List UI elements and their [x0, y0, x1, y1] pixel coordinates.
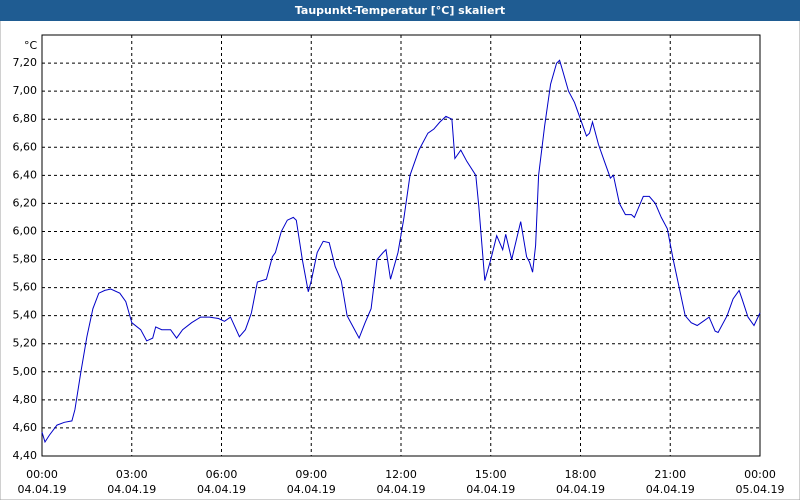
y-tick-label: 4,80: [13, 393, 38, 406]
y-unit: °C: [24, 39, 38, 52]
title-bar: [0, 0, 800, 21]
y-tick-label: 5,60: [13, 281, 38, 294]
x-tick-date: 04.04.19: [18, 483, 67, 496]
x-tick-label: 18:00: [565, 468, 597, 481]
x-tick-date: 05.04.19: [736, 483, 785, 496]
y-tick-label: 4,40: [13, 449, 38, 462]
x-tick-label: 00:00: [744, 468, 776, 481]
y-tick-label: 6,80: [13, 112, 38, 125]
y-tick-label: 7,20: [13, 56, 38, 69]
x-tick-date: 04.04.19: [556, 483, 605, 496]
y-tick-label: 5,80: [13, 253, 38, 266]
y-tick-label: 6,40: [13, 168, 38, 181]
chart-title: Taupunkt-Temperatur [°C] skaliert: [295, 4, 505, 17]
x-tick-date: 04.04.19: [646, 483, 695, 496]
x-tick-label: 15:00: [475, 468, 507, 481]
y-tick-label: 7,00: [13, 84, 38, 97]
y-tick-label: 6,60: [13, 140, 38, 153]
x-tick-label: 06:00: [206, 468, 238, 481]
y-tick-label: 5,40: [13, 309, 38, 322]
x-tick-date: 04.04.19: [107, 483, 156, 496]
y-tick-label: 4,60: [13, 421, 38, 434]
x-tick-date: 04.04.19: [287, 483, 336, 496]
x-tick-date: 04.04.19: [466, 483, 515, 496]
x-tick-label: 00:00: [26, 468, 58, 481]
x-tick-label: 09:00: [295, 468, 327, 481]
y-tick-label: 5,20: [13, 337, 38, 350]
x-tick-date: 04.04.19: [197, 483, 246, 496]
x-tick-date: 04.04.19: [377, 483, 426, 496]
x-tick-label: 03:00: [116, 468, 148, 481]
data-line: [41, 59, 761, 444]
y-tick-label: 5,00: [13, 365, 38, 378]
x-tick-label: 12:00: [385, 468, 417, 481]
x-tick-label: 21:00: [654, 468, 686, 481]
y-tick-label: 6,00: [13, 224, 38, 237]
y-tick-label: 6,20: [13, 196, 38, 209]
